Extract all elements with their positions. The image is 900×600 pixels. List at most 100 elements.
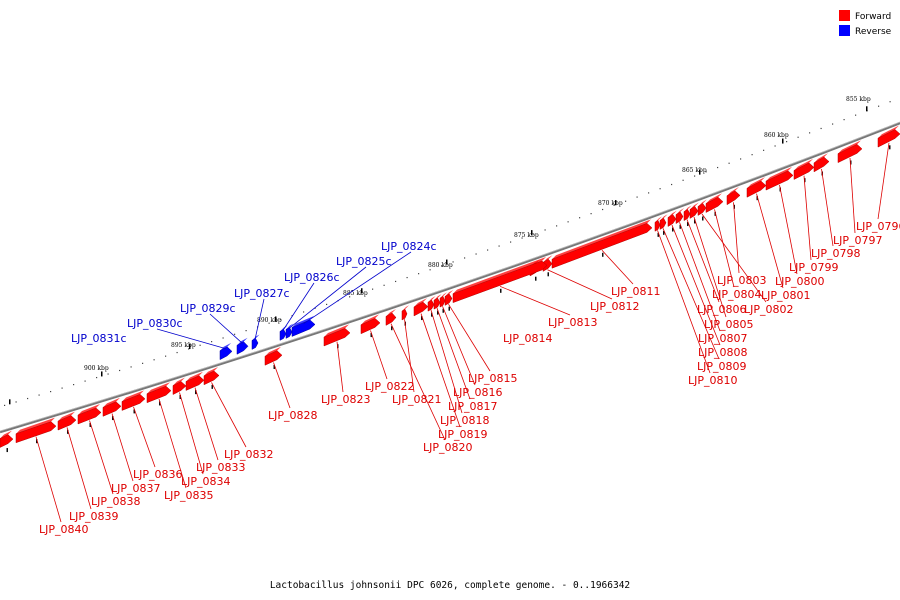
gene-ljp_0807[interactable]: [675, 208, 685, 229]
scale-dot: [510, 241, 512, 243]
gene-ljp_0809[interactable]: [659, 214, 668, 235]
gene-label-ljp_0822[interactable]: LJP_0822: [365, 380, 415, 393]
gene-label-ljp_0810[interactable]: LJP_0810: [688, 374, 738, 387]
gene-ljp_0796[interactable]: [877, 125, 900, 150]
gene-ljp_0808[interactable]: [667, 210, 677, 232]
gene-label-ljp_0818[interactable]: LJP_0818: [440, 414, 490, 427]
gene-ljp_0817[interactable]: [433, 294, 442, 315]
gene-ljp_0811[interactable]: [551, 219, 653, 269]
gene-label-ljp_0801[interactable]: LJP_0801: [761, 289, 811, 302]
gene-ljp_0833[interactable]: [185, 371, 205, 395]
leader-line: [303, 251, 412, 325]
scale-dot: [774, 145, 776, 147]
gene-label-ljp_0804[interactable]: LJP_0804: [712, 288, 762, 301]
gene-label-ljp_0824c[interactable]: LJP_0824c: [381, 240, 437, 253]
gene-ljp_0836[interactable]: [121, 390, 146, 414]
gene-label-ljp_0829c[interactable]: LJP_0829c: [180, 302, 236, 315]
scale-dot: [142, 362, 144, 364]
gene-label-ljp_0825c[interactable]: LJP_0825c: [336, 255, 392, 268]
scale-dot: [15, 401, 17, 403]
gene-ljp_0801[interactable]: [746, 177, 767, 201]
gene-label-ljp_0796[interactable]: LJP_0796: [856, 220, 900, 233]
gene-ljp_0821[interactable]: [401, 305, 409, 326]
gene-label-ljp_0807[interactable]: LJP_0807: [698, 332, 748, 345]
gene-label-ljp_0800[interactable]: LJP_0800: [775, 275, 825, 288]
scale-label-865: 865 kbp: [682, 167, 707, 174]
gene-label-ljp_0797[interactable]: LJP_0797: [833, 234, 883, 247]
gene-label-ljp_0816[interactable]: LJP_0816: [453, 386, 503, 399]
gene-ljp_0832[interactable]: [203, 366, 220, 389]
gene-label-ljp_0831c[interactable]: LJP_0831c: [71, 332, 127, 345]
gene-ljp_0819[interactable]: [413, 298, 429, 321]
gene-label-ljp_0803[interactable]: LJP_0803: [717, 274, 767, 287]
gene-ljp_0806[interactable]: [683, 205, 692, 227]
gene-label-ljp_0826c[interactable]: LJP_0826c: [284, 271, 340, 284]
gene-ljp_0813[interactable]: [452, 256, 548, 304]
leader-line: [430, 310, 463, 414]
gene-label-ljp_0817[interactable]: LJP_0817: [448, 400, 498, 413]
gene-ljp_0828[interactable]: [264, 346, 283, 369]
gene-ljp_0810[interactable]: [654, 216, 662, 237]
scale-dot: [107, 373, 109, 375]
gene-label-ljp_0833[interactable]: LJP_0833: [196, 461, 246, 474]
gene-label-ljp_0840[interactable]: LJP_0840: [39, 523, 89, 536]
gene-label-ljp_0814[interactable]: LJP_0814: [503, 332, 553, 345]
gene-label-ljp_0838[interactable]: LJP_0838: [91, 495, 141, 508]
gene-label-ljp_0806[interactable]: LJP_0806: [697, 303, 747, 316]
leader-line: [671, 224, 721, 346]
gene-label-ljp_0827c[interactable]: LJP_0827c: [234, 287, 290, 300]
gene-label-ljp_0835[interactable]: LJP_0835: [164, 489, 214, 502]
gene-label-ljp_0828[interactable]: LJP_0828: [268, 409, 318, 422]
scale-dot: [4, 404, 6, 407]
gene-label-ljp_0819[interactable]: LJP_0819: [438, 428, 488, 441]
gene-label-ljp_0832[interactable]: LJP_0832: [224, 448, 274, 461]
gene-label-ljp_0812[interactable]: LJP_0812: [590, 300, 640, 313]
gene-ljp_0812[interactable]: [542, 255, 553, 277]
gene-label-ljp_0836[interactable]: LJP_0836: [133, 468, 183, 481]
gene-label-ljp_0808[interactable]: LJP_0808: [698, 346, 748, 359]
gene-label-ljp_0799[interactable]: LJP_0799: [789, 261, 839, 274]
gene-label-ljp_0834[interactable]: LJP_0834: [181, 475, 231, 488]
gene-label-ljp_0837[interactable]: LJP_0837: [111, 482, 161, 495]
gene-ljp_0839[interactable]: [57, 411, 77, 434]
scale-dot: [602, 208, 604, 211]
leader-line: [601, 250, 634, 285]
gene-ljp_0822[interactable]: [360, 314, 381, 338]
gene-ljp_0797[interactable]: [837, 140, 863, 165]
gene-label-ljp_0809[interactable]: LJP_0809: [697, 360, 747, 373]
gene-ljp_0825c[interactable]: [285, 323, 294, 339]
gene-label-ljp_0815[interactable]: LJP_0815: [468, 372, 518, 385]
gene-label-ljp_0830c[interactable]: LJP_0830c: [127, 317, 183, 330]
gene-ljp_0829c[interactable]: [236, 337, 249, 355]
gene-label-ljp_0823[interactable]: LJP_0823: [321, 393, 371, 406]
gene-ljp_0805[interactable]: [689, 202, 699, 224]
gene-ljp_0818[interactable]: [427, 296, 436, 317]
gene-label-ljp_0798[interactable]: LJP_0798: [811, 247, 861, 260]
gene-ljp_0816[interactable]: [439, 292, 447, 313]
gene-ljp_0835[interactable]: [146, 382, 172, 406]
leader-line: [849, 157, 856, 234]
gene-label-ljp_0811[interactable]: LJP_0811: [611, 285, 661, 298]
gene-label-ljp_0839[interactable]: LJP_0839: [69, 510, 119, 523]
scale-dot: [694, 175, 696, 177]
gene-ljp_0837[interactable]: [102, 397, 122, 421]
gene-feature[interactable]: [0, 430, 14, 453]
gene-ljp_0834[interactable]: [172, 377, 187, 400]
gene-label-ljp_0813[interactable]: LJP_0813: [548, 316, 598, 329]
gene-label-ljp_0802[interactable]: LJP_0802: [744, 303, 794, 316]
gene-label-ljp_0821[interactable]: LJP_0821: [392, 393, 442, 406]
gene-ljp_0802[interactable]: [697, 199, 707, 221]
legend: Forward Reverse: [839, 10, 892, 37]
gene-ljp_0830c[interactable]: [219, 342, 233, 361]
scale-tick: [275, 316, 277, 322]
scale-label-875: 875 kbp: [514, 232, 539, 239]
gene-ljp_0838[interactable]: [77, 403, 102, 427]
scale-dot: [176, 351, 178, 354]
gene-ljp_0804[interactable]: [705, 193, 724, 216]
gene-ljp_0820[interactable]: [385, 309, 397, 331]
scale-dot: [648, 192, 650, 194]
gene-ljp_0815[interactable]: [444, 289, 454, 311]
gene-ljp_0840[interactable]: [15, 417, 57, 444]
gene-ljp_0823[interactable]: [323, 324, 351, 349]
gene-label-ljp_0820[interactable]: LJP_0820: [423, 441, 473, 454]
